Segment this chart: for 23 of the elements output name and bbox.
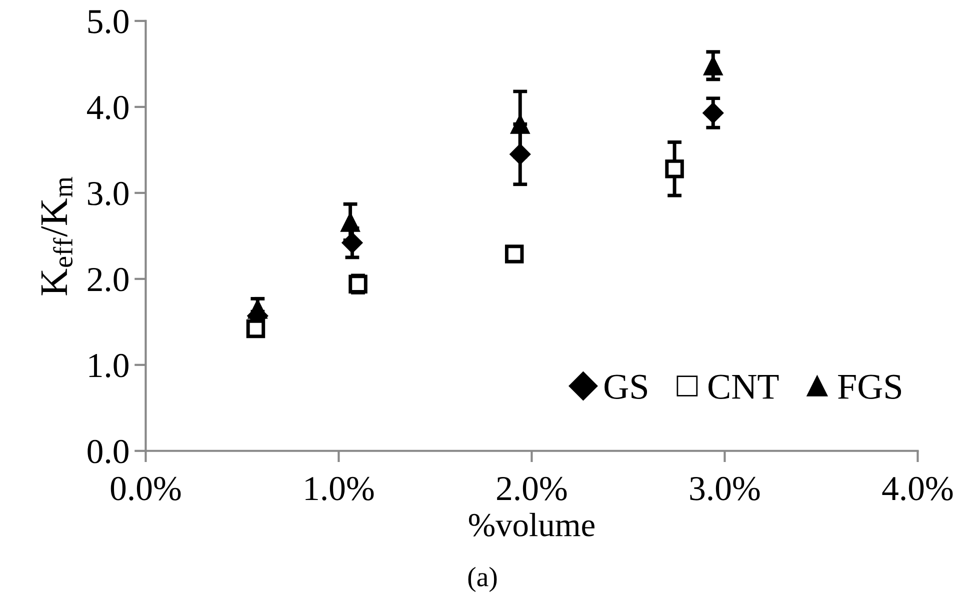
y-tick-label: 2.0 [88, 268, 128, 292]
x-tick-label: 4.0% [882, 476, 953, 500]
legend-label: GS [604, 374, 648, 400]
legend-label: CNT [708, 374, 779, 400]
legend-label: FGS [838, 374, 902, 400]
x-tick-label: 1.0% [306, 476, 374, 500]
x-axis-title: %volume [468, 512, 594, 537]
point [504, 244, 524, 264]
point [248, 299, 268, 319]
point [348, 274, 368, 294]
y-tick-label: 4.0 [87, 96, 128, 120]
x-tick-label: 0.0% [110, 476, 181, 500]
y-tick-label: 1.0 [89, 354, 128, 378]
point [246, 319, 266, 338]
x-tick-label: 3.0% [690, 476, 760, 500]
point [702, 102, 724, 124]
y-tick-label: 5.0 [88, 10, 128, 34]
y-tick-label: 0.0 [88, 440, 128, 464]
text: (a) [468, 566, 497, 592]
y-axis-title: K$_{eff}$/K$_{m}$ [41, 176, 73, 296]
y-tick-label: 3.0 [88, 182, 128, 206]
x-tick-label: 2.0% [497, 476, 567, 500]
point [665, 159, 684, 178]
